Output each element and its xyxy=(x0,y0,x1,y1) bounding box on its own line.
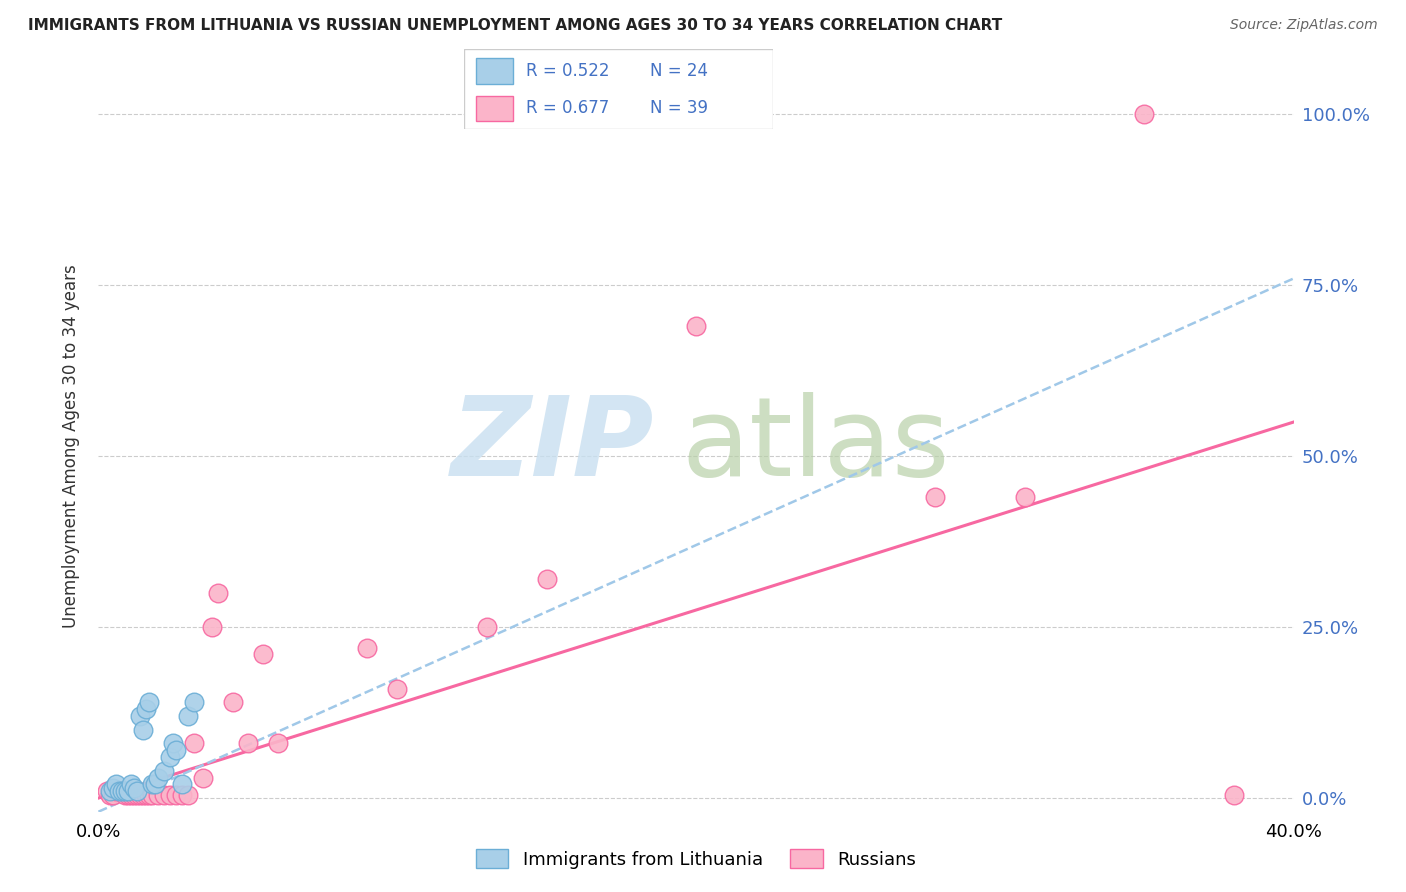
Point xyxy=(536,572,558,586)
Point xyxy=(177,788,200,802)
Point xyxy=(141,777,163,791)
Point xyxy=(1133,107,1156,121)
Text: ZIP: ZIP xyxy=(451,392,654,500)
Point xyxy=(108,784,131,798)
Point xyxy=(132,723,155,737)
Point xyxy=(108,784,131,798)
Point xyxy=(120,788,142,802)
Point xyxy=(162,736,184,750)
Point xyxy=(222,695,245,709)
Point xyxy=(114,784,136,798)
Point xyxy=(159,788,181,802)
Point xyxy=(114,788,136,802)
Bar xyxy=(477,58,513,84)
Text: R = 0.677: R = 0.677 xyxy=(526,100,609,118)
Point xyxy=(98,784,122,798)
Point xyxy=(111,784,134,798)
Point xyxy=(135,702,157,716)
Point xyxy=(135,788,157,802)
Text: N = 24: N = 24 xyxy=(650,62,707,79)
Point xyxy=(111,784,134,798)
Point xyxy=(159,750,181,764)
Bar xyxy=(477,95,513,121)
Point xyxy=(236,736,259,750)
Point xyxy=(252,648,274,662)
Point xyxy=(143,777,166,791)
Text: N = 39: N = 39 xyxy=(650,100,707,118)
Point xyxy=(183,695,205,709)
Point xyxy=(924,490,946,504)
Point xyxy=(132,788,155,802)
Point xyxy=(96,784,118,798)
Point xyxy=(129,788,152,802)
Point xyxy=(127,784,149,798)
Point xyxy=(153,788,176,802)
Point xyxy=(183,736,205,750)
Point xyxy=(103,780,125,795)
Point xyxy=(165,743,187,757)
Point xyxy=(127,788,149,802)
Point xyxy=(207,586,229,600)
Point xyxy=(129,709,152,723)
Point xyxy=(165,788,187,802)
Point xyxy=(385,681,409,696)
Point xyxy=(141,788,163,802)
Text: R = 0.522: R = 0.522 xyxy=(526,62,609,79)
Point xyxy=(267,736,290,750)
Point xyxy=(148,771,170,785)
Point xyxy=(117,788,139,802)
Point xyxy=(153,764,176,778)
Point xyxy=(172,788,194,802)
Point xyxy=(124,780,146,795)
Point xyxy=(105,777,128,791)
Point xyxy=(138,788,160,802)
Y-axis label: Unemployment Among Ages 30 to 34 years: Unemployment Among Ages 30 to 34 years xyxy=(62,264,80,628)
Point xyxy=(98,788,122,802)
Point xyxy=(356,640,378,655)
Point xyxy=(685,319,707,334)
Point xyxy=(177,709,200,723)
Point xyxy=(138,695,160,709)
Point xyxy=(1223,788,1246,802)
FancyBboxPatch shape xyxy=(464,49,773,129)
Point xyxy=(120,777,142,791)
Point xyxy=(117,784,139,798)
Text: atlas: atlas xyxy=(682,392,949,500)
Legend: Immigrants from Lithuania, Russians: Immigrants from Lithuania, Russians xyxy=(477,849,915,869)
Point xyxy=(1014,490,1036,504)
Point xyxy=(105,784,128,798)
Point xyxy=(148,788,170,802)
Point xyxy=(172,777,194,791)
Text: IMMIGRANTS FROM LITHUANIA VS RUSSIAN UNEMPLOYMENT AMONG AGES 30 TO 34 YEARS CORR: IMMIGRANTS FROM LITHUANIA VS RUSSIAN UNE… xyxy=(28,18,1002,33)
Text: Source: ZipAtlas.com: Source: ZipAtlas.com xyxy=(1230,18,1378,32)
Point xyxy=(201,620,224,634)
Point xyxy=(475,620,498,634)
Point xyxy=(191,771,214,785)
Point xyxy=(124,788,146,802)
Point xyxy=(103,788,125,802)
